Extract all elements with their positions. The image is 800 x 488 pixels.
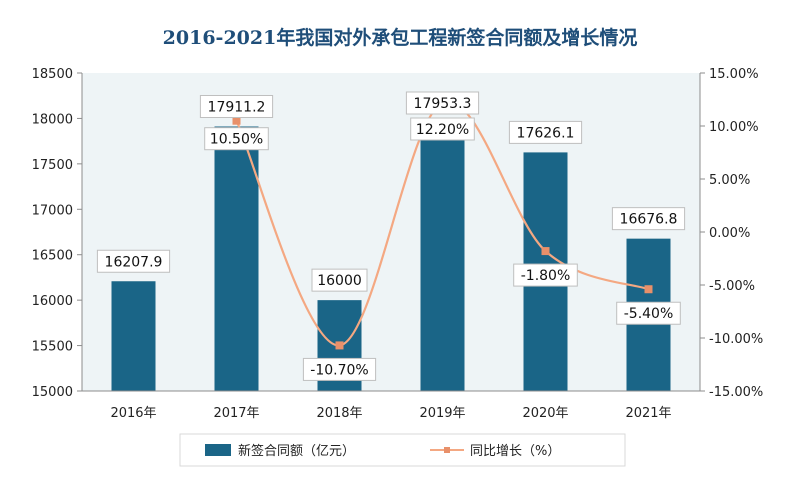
right-tick-label: -10.00% [709,332,763,347]
right-tick-label: -15.00% [709,385,763,400]
bar-value-label-box [611,207,686,231]
legend-bar-swatch [205,444,231,456]
left-tick-label: 15500 [32,340,73,355]
bar-2019年 [420,122,465,391]
x-axis: 2016年 2017年 2018年 2019年 2020年 2021年 [82,390,700,421]
left-tick-label: 15000 [32,385,73,400]
right-tick-label: 0.00% [709,226,750,241]
growth-value-label: -5.40% [624,306,674,322]
right-tick-label: 15.00% [709,67,759,82]
left-tick-label: 18500 [32,67,73,82]
x-tick-label: 2017年 [213,406,259,421]
legend-line-label: 同比增长（%） [470,444,560,459]
legend-bar-label: 新签合同额（亿元） [238,443,355,459]
bar-value-label: 17911.2 [208,99,266,115]
bar-value-label-box [311,268,368,292]
bar-value-label-box [405,91,480,115]
bar-value-label: 16207.9 [105,254,163,270]
right-tick-label: 10.00% [709,120,759,135]
right-tick-label: 5.00% [709,173,750,188]
growth-point-2018年 [335,341,344,350]
bar-2017年 [214,126,259,391]
growth-value-label: 10.50% [210,132,263,148]
left-tick-label: 16000 [32,294,73,309]
left-tick-label: 16500 [32,249,73,264]
growth-value-label-box [616,301,681,325]
x-tick-label: 2018年 [316,406,362,421]
right-axis: -15.00% -10.00% -5.00% 0.00% 5.00% 10.00% 15.0… [699,67,763,400]
bar-2016年 [111,281,156,391]
growth-value-label-box [302,357,377,381]
bar-value-label-box [508,120,583,144]
data-labels: 16207.9 17911.2 16000 17953.3 17626.1 16676.8… [96,91,686,381]
bar-value-label: 16000 [317,273,362,289]
bar-value-label: 16676.8 [620,212,678,228]
left-tick-label: 17000 [32,203,73,218]
growth-value-label-box [513,263,578,287]
growth-value-label: 12.20% [416,122,469,138]
bar-value-label-box [199,94,274,118]
bar-value-label: 17953.3 [414,96,472,112]
legend-line-marker [444,447,450,453]
chart-title: 2016-2021年我国对外承包工程新签合同额及增长情况 [163,26,638,49]
right-tick-label: -5.00% [709,279,755,294]
left-tick-label: 17500 [32,158,73,173]
x-tick-label: 2019年 [419,406,465,421]
x-tick-label: 2021年 [625,406,671,421]
bar-value-label: 17626.1 [517,125,575,141]
growth-value-label-box [410,117,475,141]
legend: 新签合同额（亿元） 同比增长（%） [179,433,626,467]
left-axis: 15000 15500 16000 16500 17000 17500 18000 18500 [32,67,83,400]
growth-value-label: -10.70% [310,362,368,378]
legend-box [179,433,626,467]
x-tick-label: 2020年 [522,406,568,421]
growth-point-2017年 [232,116,241,125]
growth-value-label: -1.80% [521,268,571,284]
growth-value-label-box [204,127,269,151]
growth-point-2020年 [541,247,550,256]
x-tick-label: 2016年 [110,406,156,421]
growth-point-2021年 [644,285,653,294]
left-tick-label: 18000 [32,112,73,127]
bar-value-label-box [96,249,171,273]
